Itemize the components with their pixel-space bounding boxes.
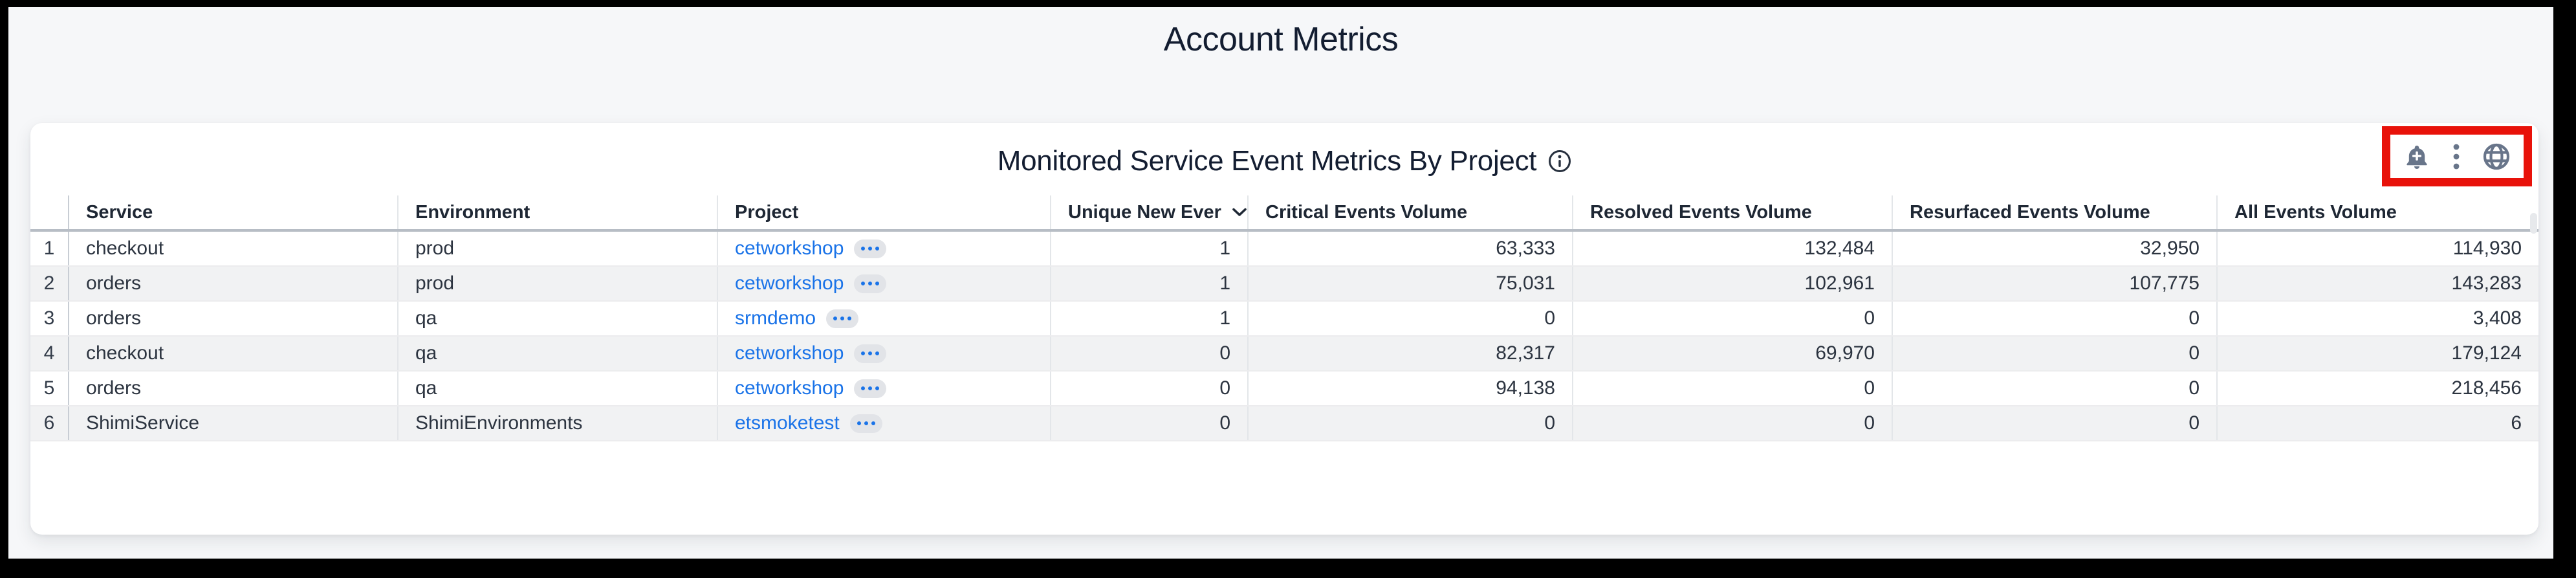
table-body: 1 checkout prod cetworkshop 1 63,333 132… <box>30 232 2538 441</box>
unique-new-cell: 0 <box>1050 372 1247 405</box>
service-cell: orders <box>68 372 397 405</box>
all-events-cell: 6 <box>2216 406 2538 440</box>
service-cell: orders <box>68 267 397 300</box>
ellipsis-pill[interactable] <box>854 274 887 293</box>
column-header-resurfaced[interactable]: Resurfaced Events Volume <box>1892 195 2216 229</box>
resolved-cell: 0 <box>1572 302 1892 335</box>
column-header-unique-new[interactable]: Unique New Ever <box>1050 195 1247 229</box>
all-events-cell: 143,283 <box>2216 267 2538 300</box>
all-events-cell: 3,408 <box>2216 302 2538 335</box>
add-alert-bell-icon[interactable] <box>2403 143 2430 170</box>
row-index: 4 <box>43 342 55 364</box>
table-row: 1 checkout prod cetworkshop 1 63,333 132… <box>30 232 2538 267</box>
sort-chevron-down-icon[interactable] <box>1232 207 1247 217</box>
critical-cell: 0 <box>1247 302 1572 335</box>
environment-cell: ShimiEnvironments <box>397 406 717 440</box>
resolved-cell: 102,961 <box>1572 267 1892 300</box>
critical-cell: 0 <box>1247 406 1572 440</box>
project-cell: etsmoketest <box>717 406 1050 440</box>
project-link[interactable]: cetworkshop <box>735 238 844 259</box>
widget-card: Monitored Service Event Metrics By Proje… <box>30 123 2538 535</box>
environment-cell: prod <box>397 232 717 265</box>
resurfaced-cell: 0 <box>1892 337 2216 370</box>
table-header-row: Service Environment Project Unique New E… <box>30 195 2538 232</box>
all-events-cell: 114,930 <box>2216 232 2538 265</box>
critical-cell: 94,138 <box>1247 372 1572 405</box>
ellipsis-pill[interactable] <box>826 309 859 328</box>
panel-header: Monitored Service Event Metrics By Proje… <box>30 141 2538 181</box>
unique-new-cell: 1 <box>1050 232 1247 265</box>
resurfaced-cell: 0 <box>1892 372 2216 405</box>
unique-new-cell: 0 <box>1050 406 1247 440</box>
globe-icon[interactable] <box>2482 142 2511 171</box>
ellipsis-pill[interactable] <box>854 239 887 258</box>
project-cell: cetworkshop <box>717 267 1050 300</box>
project-cell: cetworkshop <box>717 337 1050 370</box>
resurfaced-cell: 0 <box>1892 302 2216 335</box>
environment-cell: qa <box>397 337 717 370</box>
critical-cell: 75,031 <box>1247 267 1572 300</box>
critical-cell: 82,317 <box>1247 337 1572 370</box>
environment-cell: prod <box>397 267 717 300</box>
service-cell: orders <box>68 302 397 335</box>
resolved-cell: 69,970 <box>1572 337 1892 370</box>
row-index: 3 <box>43 307 55 329</box>
metrics-table: Service Environment Project Unique New E… <box>30 195 2538 441</box>
panel-title: Monitored Service Event Metrics By Proje… <box>997 145 1537 177</box>
dashboard-page: Account Metrics Monitored Service Event … <box>8 7 2553 559</box>
column-header-project[interactable]: Project <box>717 195 1050 229</box>
annotation-red-box <box>2382 126 2532 186</box>
column-header-environment[interactable]: Environment <box>397 195 717 229</box>
critical-cell: 63,333 <box>1247 232 1572 265</box>
environment-cell: qa <box>397 372 717 405</box>
kebab-menu-icon[interactable] <box>2452 143 2460 170</box>
column-header-resolved[interactable]: Resolved Events Volume <box>1572 195 1892 229</box>
page-title: Account Metrics <box>1163 21 1399 58</box>
row-index: 5 <box>43 377 55 399</box>
ellipsis-pill[interactable] <box>854 379 887 398</box>
service-cell: ShimiService <box>68 406 397 440</box>
ellipsis-pill[interactable] <box>854 344 887 363</box>
service-cell: checkout <box>68 232 397 265</box>
scrollbar-thumb[interactable] <box>2530 213 2537 234</box>
all-events-cell: 179,124 <box>2216 337 2538 370</box>
ellipsis-pill[interactable] <box>849 414 882 433</box>
project-link[interactable]: cetworkshop <box>735 377 844 399</box>
all-events-cell: 218,456 <box>2216 372 2538 405</box>
column-header-index <box>30 195 68 229</box>
column-header-service[interactable]: Service <box>68 195 397 229</box>
resurfaced-cell: 107,775 <box>1892 267 2216 300</box>
project-cell: cetworkshop <box>717 232 1050 265</box>
unique-new-cell: 1 <box>1050 302 1247 335</box>
table-row: 2 orders prod cetworkshop 1 75,031 102,9… <box>30 267 2538 302</box>
table-row: 4 checkout qa cetworkshop 0 82,317 69,97… <box>30 337 2538 372</box>
service-cell: checkout <box>68 337 397 370</box>
unique-new-cell: 1 <box>1050 267 1247 300</box>
table-row: 3 orders qa srmdemo 1 0 0 0 3,408 <box>30 302 2538 337</box>
row-index: 6 <box>43 412 55 434</box>
column-header-all[interactable]: All Events Volume <box>2216 195 2538 229</box>
table-row: 5 orders qa cetworkshop 0 94,138 0 0 218… <box>30 372 2538 406</box>
project-link[interactable]: etsmoketest <box>735 412 840 434</box>
unique-new-cell: 0 <box>1050 337 1247 370</box>
project-cell: cetworkshop <box>717 372 1050 405</box>
project-link[interactable]: cetworkshop <box>735 272 844 294</box>
row-index: 2 <box>43 272 55 294</box>
info-icon[interactable] <box>1548 150 1571 173</box>
resolved-cell: 132,484 <box>1572 232 1892 265</box>
row-index: 1 <box>43 238 55 259</box>
project-link[interactable]: cetworkshop <box>735 342 844 364</box>
environment-cell: qa <box>397 302 717 335</box>
project-cell: srmdemo <box>717 302 1050 335</box>
project-link[interactable]: srmdemo <box>735 307 816 329</box>
table-row: 6 ShimiService ShimiEnvironments etsmoke… <box>30 406 2538 441</box>
resurfaced-cell: 32,950 <box>1892 232 2216 265</box>
resurfaced-cell: 0 <box>1892 406 2216 440</box>
resolved-cell: 0 <box>1572 406 1892 440</box>
column-header-critical[interactable]: Critical Events Volume <box>1247 195 1572 229</box>
resolved-cell: 0 <box>1572 372 1892 405</box>
